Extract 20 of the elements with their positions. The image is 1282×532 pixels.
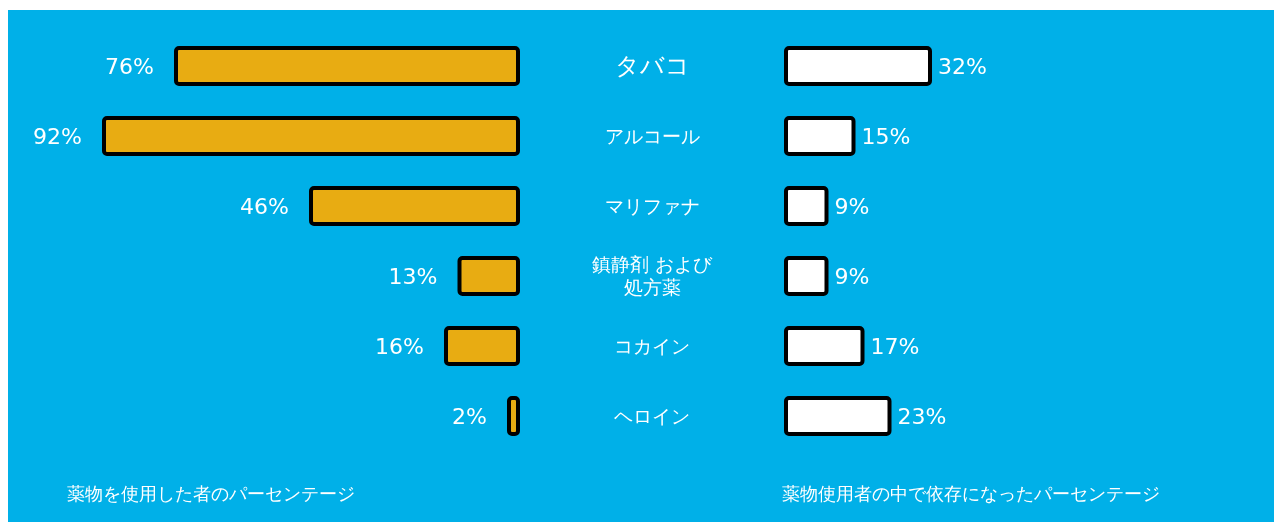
data-label: 17% <box>870 333 920 359</box>
data-label: 9% <box>834 263 870 289</box>
data-label: 15% <box>861 123 911 149</box>
data-label: 13% <box>388 263 438 289</box>
data-label: 32% <box>938 53 987 79</box>
category-label: タバコ <box>614 52 690 81</box>
data-label: 46% <box>240 193 289 219</box>
data-label: 2% <box>452 403 487 429</box>
category-label: 鎮静剤 および処方薬 <box>591 252 713 299</box>
category-label: ヘロイン <box>614 404 690 427</box>
data-label: 76% <box>105 53 154 79</box>
category-label: アルコール <box>604 124 700 147</box>
category-label: コカイン <box>614 334 690 357</box>
category-label: マリファナ <box>604 194 700 217</box>
data-label: 92% <box>33 123 82 149</box>
x-axis-title: 薬物使用者の中で依存になったパーセンテージ <box>782 483 1160 504</box>
data-label: 23% <box>897 403 947 429</box>
data-label: 16% <box>375 333 424 359</box>
x-axis-title: 薬物を使用した者のパーセンテージ <box>67 483 355 504</box>
data-label: 9% <box>834 193 870 219</box>
